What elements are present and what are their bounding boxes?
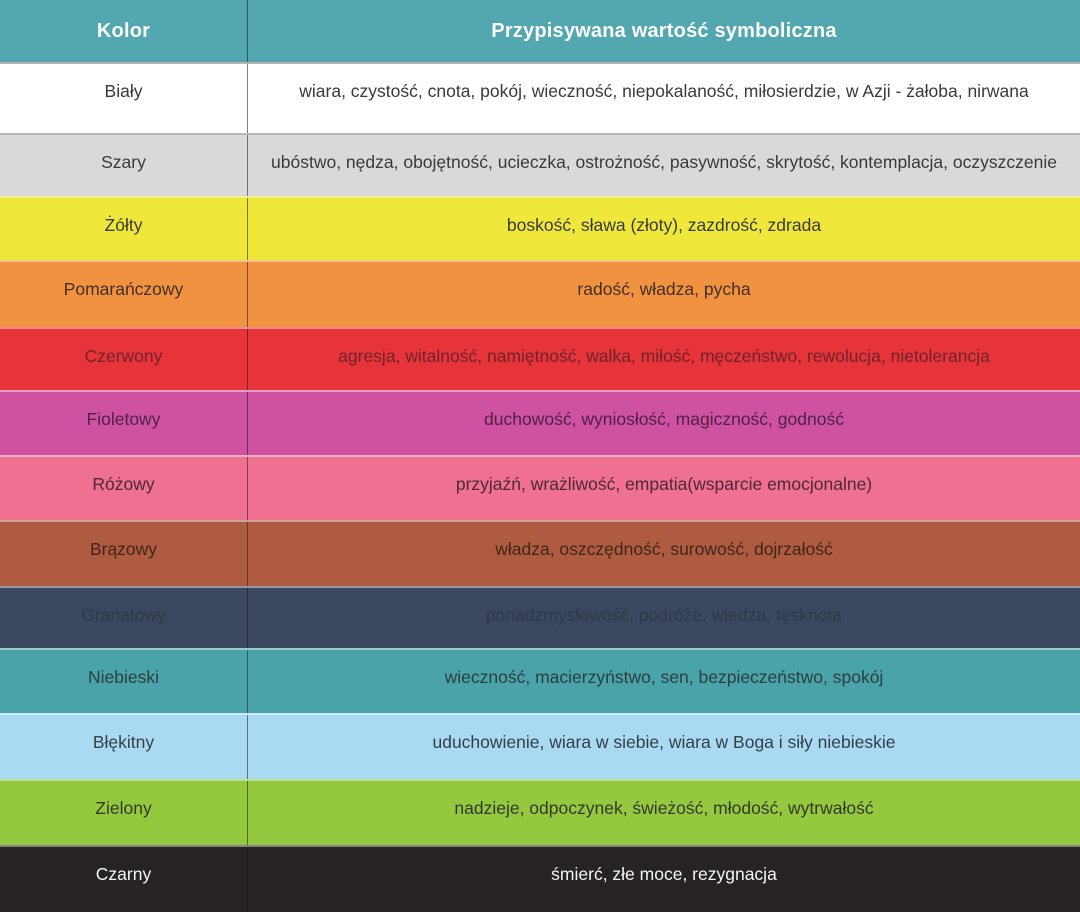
table-row-szary: Szary ubóstwo, nędza, obojętność, uciecz… bbox=[0, 133, 1080, 196]
table-row-pomaranczowy: Pomarańczowy radość, władza, pycha bbox=[0, 260, 1080, 327]
color-meaning-cell: boskość, sława (złoty), zazdrość, zdrada bbox=[506, 215, 822, 235]
table-row-blekitny: Błękitny uduchowienie, wiara w siebie, w… bbox=[0, 713, 1080, 779]
table-header-row: Kolor Przypisywana wartość symboliczna bbox=[0, 0, 1080, 62]
table-row-bialy: Biały wiara, czystość, cnota, pokój, wie… bbox=[0, 62, 1080, 133]
color-meaning-cell: wiara, czystość, cnota, pokój, wieczność… bbox=[299, 81, 1029, 101]
color-name-cell: Fioletowy bbox=[0, 392, 248, 455]
color-meaning-cell: duchowość, wyniosłość, magiczność, godno… bbox=[484, 409, 844, 429]
color-meaning-cell: nadzieje, odpoczynek, świeżość, młodość,… bbox=[454, 798, 874, 818]
color-name-cell: Brązowy bbox=[0, 522, 248, 586]
table-row-zolty: Żółty boskość, sława (złoty), zazdrość, … bbox=[0, 196, 1080, 260]
color-meaning-cell: uduchowienie, wiara w siebie, wiara w Bo… bbox=[432, 732, 896, 752]
table-row-czerwony: Czerwony agresja, witalność, namiętność,… bbox=[0, 327, 1080, 390]
color-name-cell: Błękitny bbox=[0, 715, 248, 779]
table-row-niebieski: Niebieski wieczność, macierzyństwo, sen,… bbox=[0, 648, 1080, 713]
color-meaning-cell: śmierć, złe moce, rezygnacja bbox=[551, 864, 777, 884]
color-name-cell: Pomarańczowy bbox=[0, 262, 248, 327]
table-row-zielony: Zielony nadzieje, odpoczynek, świeżość, … bbox=[0, 779, 1080, 845]
color-name-cell: Granatowy bbox=[0, 588, 248, 648]
header-value-column: Przypisywana wartość symboliczna bbox=[491, 19, 837, 42]
color-name-cell: Szary bbox=[0, 135, 248, 196]
header-color-column: Kolor bbox=[0, 0, 248, 62]
color-meaning-cell: radość, władza, pycha bbox=[577, 279, 751, 299]
table-row-fioletowy: Fioletowy duchowość, wyniosłość, magiczn… bbox=[0, 390, 1080, 455]
color-name-cell: Niebieski bbox=[0, 650, 248, 713]
color-meaning-cell: władza, oszczędność, surowość, dojrzałoś… bbox=[495, 539, 833, 559]
table-row-rozowy: Różowy przyjaźń, wrażliwość, empatia(wsp… bbox=[0, 455, 1080, 520]
color-meaning-cell: wieczność, macierzyństwo, sen, bezpiecze… bbox=[444, 667, 884, 687]
color-meaning-cell: ponadzmysłowość, podróże, wiedza, tęskno… bbox=[485, 605, 843, 625]
color-name-cell: Zielony bbox=[0, 781, 248, 845]
color-name-cell: Biały bbox=[0, 64, 248, 133]
color-meaning-cell: ubóstwo, nędza, obojętność, ucieczka, os… bbox=[271, 152, 1057, 172]
color-meaning-cell: agresja, witalność, namiętność, walka, m… bbox=[338, 346, 990, 366]
table-row-czarny: Czarny śmierć, złe moce, rezygnacja bbox=[0, 845, 1080, 912]
color-name-cell: Żółty bbox=[0, 198, 248, 260]
color-name-cell: Czerwony bbox=[0, 329, 248, 390]
color-name-cell: Różowy bbox=[0, 457, 248, 520]
color-name-cell: Czarny bbox=[0, 847, 248, 912]
color-meaning-cell: przyjaźń, wrażliwość, empatia(wsparcie e… bbox=[455, 474, 873, 494]
table-row-brazowy: Brązowy władza, oszczędność, surowość, d… bbox=[0, 520, 1080, 586]
table-row-granatowy: Granatowy ponadzmysłowość, podróże, wied… bbox=[0, 586, 1080, 648]
